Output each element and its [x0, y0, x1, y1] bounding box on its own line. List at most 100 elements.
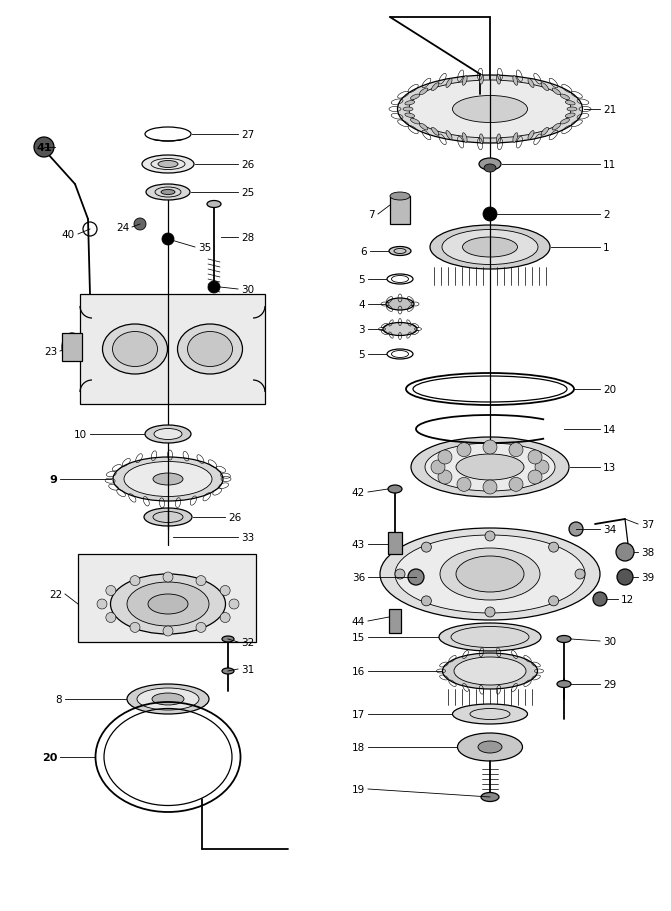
Ellipse shape — [389, 247, 411, 256]
Circle shape — [483, 480, 497, 495]
Text: 21: 21 — [603, 105, 616, 115]
Circle shape — [229, 599, 239, 609]
Ellipse shape — [111, 574, 225, 634]
Ellipse shape — [431, 128, 439, 136]
Ellipse shape — [411, 119, 420, 125]
Circle shape — [509, 443, 523, 457]
Circle shape — [408, 569, 424, 586]
Text: 3: 3 — [358, 324, 365, 334]
Circle shape — [431, 460, 445, 475]
Circle shape — [395, 569, 405, 579]
Text: 42: 42 — [352, 487, 365, 497]
Circle shape — [34, 138, 54, 158]
Ellipse shape — [456, 557, 524, 592]
Circle shape — [617, 569, 633, 586]
Circle shape — [616, 543, 634, 561]
Circle shape — [575, 569, 585, 579]
Circle shape — [130, 623, 140, 632]
Text: 12: 12 — [621, 594, 634, 604]
Text: 6: 6 — [360, 247, 367, 257]
Ellipse shape — [567, 107, 577, 112]
Text: 7: 7 — [368, 210, 375, 220]
Ellipse shape — [146, 185, 190, 200]
Text: 26: 26 — [228, 512, 242, 522]
Text: 27: 27 — [241, 130, 254, 140]
Circle shape — [163, 572, 173, 582]
Circle shape — [528, 451, 542, 465]
Ellipse shape — [425, 444, 555, 491]
Circle shape — [438, 470, 452, 485]
Text: 14: 14 — [603, 425, 616, 435]
Ellipse shape — [153, 474, 183, 486]
Bar — [389, 609, 401, 633]
Ellipse shape — [478, 742, 502, 753]
Ellipse shape — [439, 623, 541, 651]
Ellipse shape — [380, 528, 600, 620]
Ellipse shape — [222, 636, 234, 642]
Circle shape — [549, 543, 559, 553]
Text: 5: 5 — [358, 350, 365, 360]
Circle shape — [483, 208, 497, 221]
Text: 34: 34 — [603, 525, 616, 535]
Circle shape — [97, 599, 107, 609]
Circle shape — [485, 531, 495, 541]
Text: 11: 11 — [603, 159, 616, 169]
Ellipse shape — [62, 333, 82, 362]
Ellipse shape — [103, 324, 168, 374]
Text: 39: 39 — [641, 572, 654, 582]
Ellipse shape — [565, 101, 575, 106]
Ellipse shape — [481, 793, 499, 802]
Ellipse shape — [145, 425, 191, 444]
Text: 36: 36 — [352, 572, 365, 582]
Ellipse shape — [158, 161, 178, 169]
Bar — [390, 197, 410, 225]
Text: 25: 25 — [241, 188, 254, 198]
Ellipse shape — [552, 89, 560, 96]
Ellipse shape — [127, 684, 209, 714]
Text: 8: 8 — [56, 694, 62, 704]
Text: 24: 24 — [116, 223, 129, 232]
Ellipse shape — [144, 508, 192, 527]
Ellipse shape — [479, 159, 501, 171]
Ellipse shape — [497, 75, 501, 85]
Text: 43: 43 — [352, 539, 365, 549]
Text: 23: 23 — [44, 346, 57, 356]
Circle shape — [569, 522, 583, 537]
Text: 26: 26 — [241, 159, 254, 169]
Circle shape — [483, 441, 497, 455]
Circle shape — [208, 281, 220, 293]
Circle shape — [134, 219, 146, 230]
Ellipse shape — [560, 119, 570, 125]
Ellipse shape — [207, 201, 221, 209]
Ellipse shape — [479, 75, 484, 85]
Ellipse shape — [154, 429, 182, 440]
Bar — [80, 294, 265, 404]
Circle shape — [421, 596, 431, 606]
Ellipse shape — [405, 114, 415, 118]
Ellipse shape — [411, 95, 420, 100]
Ellipse shape — [513, 134, 518, 143]
Ellipse shape — [442, 653, 537, 690]
Ellipse shape — [395, 536, 585, 613]
Text: 16: 16 — [352, 666, 365, 676]
Ellipse shape — [528, 131, 534, 140]
Text: 2: 2 — [603, 210, 610, 220]
Ellipse shape — [440, 548, 540, 600]
Ellipse shape — [113, 333, 158, 367]
Ellipse shape — [552, 124, 560, 131]
Ellipse shape — [419, 124, 428, 131]
Circle shape — [549, 596, 559, 606]
Ellipse shape — [446, 79, 452, 88]
Text: 15: 15 — [352, 632, 365, 642]
Circle shape — [528, 470, 542, 485]
Ellipse shape — [161, 190, 175, 195]
Circle shape — [509, 477, 523, 492]
Ellipse shape — [462, 77, 467, 87]
Text: 38: 38 — [641, 548, 654, 558]
Circle shape — [220, 613, 230, 623]
Ellipse shape — [431, 84, 439, 91]
Ellipse shape — [452, 97, 527, 123]
Ellipse shape — [541, 84, 548, 91]
Bar — [62, 333, 82, 362]
Ellipse shape — [403, 107, 413, 112]
